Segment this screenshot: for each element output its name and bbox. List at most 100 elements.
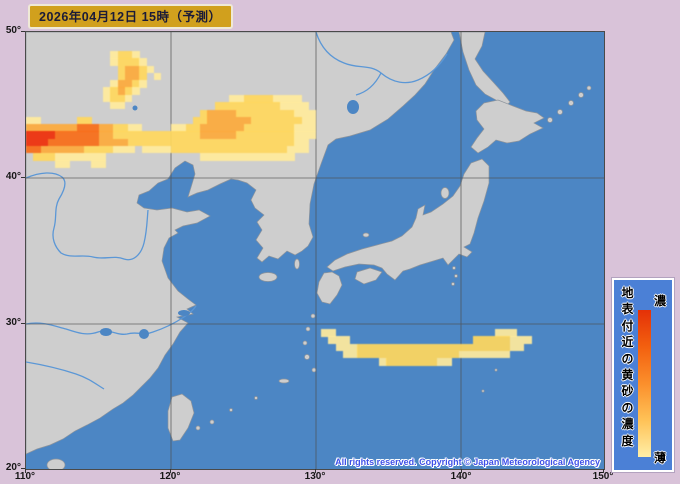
tsushima-island	[294, 258, 300, 270]
dust-cell-north-china-manchuria-band	[55, 160, 70, 168]
dust-cell-pacific-south-of-japan-arc	[342, 350, 358, 359]
lon-label-130: 130°	[304, 471, 326, 482]
dust-cell-inner-mongolia-blob	[117, 72, 126, 81]
dust-cell-north-china-manchuria-band	[26, 145, 41, 154]
dust-cell-pacific-south-of-japan-arc	[386, 358, 438, 366]
dust-cell-north-china-manchuria-band	[279, 102, 310, 110]
dust-cell-inner-mongolia-blob	[139, 72, 147, 81]
dust-cell-north-china-manchuria-band	[98, 131, 114, 139]
ogasawara-islet	[481, 389, 485, 393]
dust-cell-inner-mongolia-blob	[103, 94, 111, 103]
legend-title-char: の	[621, 400, 634, 415]
dust-cell-north-china-manchuria-band	[76, 124, 99, 132]
dust-cell-north-china-manchuria-band	[250, 116, 302, 125]
dust-cell-north-china-manchuria-band	[236, 109, 295, 118]
dust-cell-north-china-manchuria-band	[272, 95, 302, 103]
legend-title-char: 度	[621, 433, 634, 448]
dust-cell-north-china-manchuria-band	[171, 124, 186, 132]
lon-tick	[603, 469, 604, 473]
lat-tick	[21, 31, 25, 32]
lake-tai	[178, 310, 190, 316]
legend-gradient-bar	[638, 310, 651, 457]
dust-cell-inner-mongolia-blob	[139, 80, 147, 88]
dust-cell-north-china-manchuria-band	[113, 131, 201, 139]
legend-title-char: 濃	[621, 417, 634, 432]
jeju-island	[258, 272, 278, 282]
dust-cell-inner-mongolia-blob	[124, 72, 140, 81]
kuril-island	[568, 100, 574, 106]
dust-cell-inner-mongolia-blob	[117, 51, 133, 59]
legend-title-char: 近	[621, 335, 634, 350]
dust-cell-inner-mongolia-blob	[117, 87, 126, 95]
dust-cell-pacific-south-of-japan-arc	[495, 329, 518, 337]
lon-label-140: 140°	[450, 471, 472, 482]
lake-khanka	[347, 100, 359, 114]
kyushu	[316, 271, 343, 305]
dust-cell-north-china-manchuria-band	[26, 124, 78, 132]
dust-cell-north-china-manchuria-band	[294, 124, 317, 132]
dust-cell-north-china-manchuria-band	[55, 131, 99, 139]
rivers	[26, 32, 448, 390]
dust-cell-north-china-manchuria-band	[91, 160, 107, 168]
dust-cell-pacific-south-of-japan-arc	[509, 336, 532, 344]
dust-cell-inner-mongolia-blob	[110, 58, 118, 66]
dust-cell-pacific-south-of-japan-arc	[357, 343, 510, 352]
dust-cell-north-china-manchuria-band	[55, 153, 107, 161]
dust-cell-north-china-manchuria-band	[26, 138, 49, 147]
lat-tick	[21, 177, 25, 178]
dust-cell-inner-mongolia-blob	[124, 87, 133, 95]
lon-tick	[25, 469, 26, 473]
dust-cell-north-china-manchuria-band	[200, 124, 244, 132]
dust-cell-inner-mongolia-blob	[153, 72, 162, 81]
graticule	[26, 32, 604, 469]
dust-cell-pacific-south-of-japan-arc	[335, 343, 358, 352]
kuril-island	[547, 117, 553, 123]
kuril-island	[578, 92, 584, 98]
dust-cell-north-china-manchuria-band	[294, 109, 317, 118]
dust-cell-north-china-manchuria-band	[207, 109, 237, 118]
lake-poyang	[139, 329, 149, 339]
dust-cell-north-china-manchuria-band	[294, 131, 317, 139]
dust-cell-north-china-manchuria-band	[33, 153, 56, 161]
dust-cell-north-china-manchuria-band	[185, 124, 201, 132]
dust-cell-north-china-manchuria-band	[47, 138, 99, 147]
dust-cell-north-china-manchuria-band	[26, 131, 56, 139]
dust-cell-inner-mongolia-blob	[132, 80, 140, 88]
dust-cell-north-china-manchuria-band	[84, 145, 114, 154]
dust-cell-north-china-manchuria-band	[301, 116, 317, 125]
ryukyu-island	[305, 326, 311, 332]
legend-panel: 地表付近の黄砂の濃度 濃 薄	[612, 278, 674, 472]
dust-cell-north-china-manchuria-band	[229, 95, 244, 103]
lat-tick	[21, 323, 25, 324]
ryukyu-island	[254, 396, 258, 400]
legend-title-char: 砂	[621, 384, 634, 399]
dust-cell-inner-mongolia-blob	[110, 94, 126, 103]
legend-title: 地表付近の黄砂の濃度	[619, 285, 636, 449]
dust-cell-north-china-manchuria-band	[171, 145, 288, 154]
dust-cell-north-china-manchuria-band	[200, 153, 295, 161]
dust-cell-north-china-manchuria-band	[243, 95, 273, 103]
dust-cell-north-china-manchuria-band	[142, 145, 172, 154]
dust-cell-pacific-south-of-japan-arc	[458, 350, 510, 359]
dust-cell-inner-mongolia-blob	[110, 51, 118, 59]
map-canvas: All rights reserved. Copyright © Japan M…	[25, 31, 605, 470]
dust-cell-north-china-manchuria-band	[243, 124, 295, 132]
dust-cell-north-china-manchuria-band	[287, 145, 310, 154]
kuril-island	[586, 85, 592, 91]
dust-cell-north-china-manchuria-band	[127, 138, 295, 147]
legend-title-char: の	[621, 351, 634, 366]
dust-cell-pacific-south-of-japan-arc	[509, 343, 525, 352]
dust-cell-inner-mongolia-blob	[124, 65, 140, 74]
dust-cell-north-china-manchuria-band	[98, 124, 114, 132]
dust-cell-inner-mongolia-blob	[117, 58, 140, 66]
forecast-date-text: 2026年04月12日 15時（予測）	[39, 10, 222, 24]
izu-island	[454, 274, 458, 278]
okinawa-island	[278, 378, 290, 384]
dust-cell-inner-mongolia-blob	[139, 58, 147, 66]
sado-island	[440, 187, 450, 199]
dust-cell-north-china-manchuria-band	[294, 138, 310, 147]
lat-label-20: 20°	[5, 462, 21, 473]
legend-title-char: 地	[621, 286, 634, 300]
lake-dongting	[100, 328, 112, 336]
lon-tick	[315, 469, 316, 473]
